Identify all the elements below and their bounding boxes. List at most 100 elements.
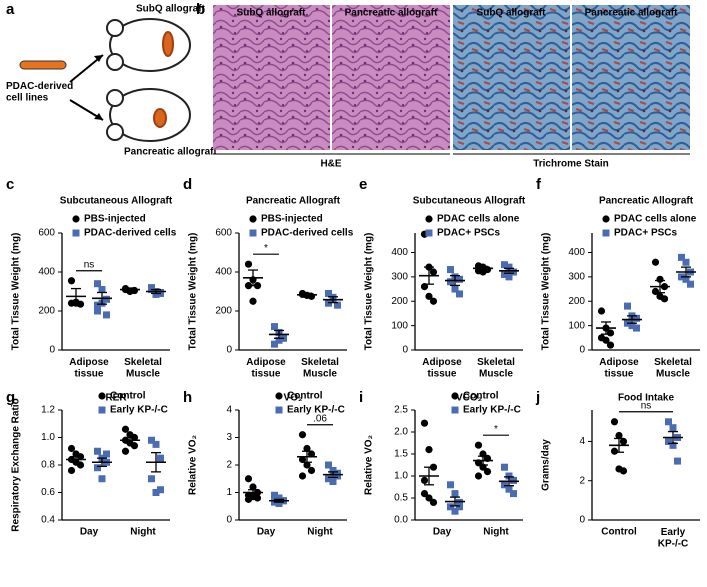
point — [633, 324, 640, 332]
source-label: PDAC-derived cell lines — [6, 81, 73, 104]
mouse-top — [106, 18, 191, 72]
point — [76, 461, 85, 469]
top-label: SubQ allograft — [136, 4, 206, 15]
point — [602, 336, 610, 344]
x-tick-label: Day — [80, 527, 99, 538]
point — [505, 273, 513, 281]
point — [157, 454, 164, 462]
x-tick-label: Adipose tissue — [69, 357, 109, 380]
chart-title: RER — [105, 393, 127, 404]
image-header: SubQ allograft — [477, 8, 547, 19]
point — [152, 290, 160, 298]
point — [249, 297, 257, 305]
point — [610, 418, 619, 426]
legend-marker — [98, 392, 106, 400]
y-tick-label: 0.5 — [394, 493, 408, 504]
significance-label: .06 — [313, 413, 327, 424]
point — [447, 266, 454, 274]
chart: i VCO₂ Relative VO₂ 0.0 0.5 1.0 1.5 2.0 2.5 Day Ni… — [359, 389, 523, 538]
panel-label: a — [6, 1, 15, 18]
point — [98, 475, 106, 483]
point — [510, 476, 517, 484]
legend-marker — [249, 215, 257, 223]
y-tick-label: 600 — [215, 228, 232, 239]
point — [610, 447, 619, 455]
point — [244, 260, 253, 268]
legend-label: PDAC-derived cells — [261, 228, 354, 239]
y-tick-label: 200 — [391, 296, 408, 307]
chart-title: Subcutaneous Allograft — [413, 196, 526, 207]
image — [453, 5, 570, 150]
point — [420, 419, 429, 427]
x-tick-label: Early KP-/-C — [658, 527, 689, 550]
x-tick-label: Skeletal Muscle — [301, 357, 339, 380]
x-tick-label: Control — [601, 527, 637, 538]
panel-a: a SubQ allograft PDAC-derived cell lines … — [6, 1, 217, 158]
legend-label: PDAC+ PSCs — [437, 228, 501, 239]
point — [329, 478, 337, 485]
point — [429, 297, 438, 305]
y-tick-label: 0 — [49, 345, 55, 356]
point — [505, 263, 513, 271]
point — [669, 424, 677, 432]
legend-marker — [425, 215, 433, 223]
point — [244, 475, 253, 483]
point — [307, 466, 316, 475]
point — [665, 437, 672, 445]
y-tick-label: 0 — [226, 345, 232, 356]
point — [447, 278, 454, 286]
point — [94, 447, 101, 455]
y-tick-label: 2.5 — [394, 405, 408, 416]
legend-marker — [275, 392, 283, 400]
point — [121, 425, 130, 433]
panel-label: b — [196, 1, 205, 18]
y-tick-label: 2.0 — [394, 427, 408, 438]
point — [329, 467, 337, 474]
y-tick-label: 4 — [226, 405, 232, 416]
x-tick-label: Adipose tissue — [246, 357, 286, 380]
y-tick-label: 0.8 — [41, 460, 55, 471]
point — [244, 495, 253, 503]
point — [420, 476, 429, 484]
y-axis-label: Relative VO₂ — [364, 435, 375, 495]
point — [152, 440, 160, 448]
point — [94, 280, 101, 288]
image — [572, 5, 690, 150]
y-tick-label: 4 — [579, 436, 585, 447]
chart: g RER Respiratory Exchange Ratio 0.4 0.6 0.8 1… — [6, 389, 170, 538]
y-tick-label: 300 — [391, 272, 408, 283]
legend-marker — [602, 229, 610, 237]
y-tick-label: 0.0 — [394, 515, 408, 526]
point — [669, 441, 677, 449]
point — [501, 481, 508, 489]
point — [501, 463, 508, 471]
chart-title: VO₂ — [284, 393, 303, 404]
point — [298, 455, 307, 464]
point — [271, 340, 278, 348]
x-tick-label: Skeletal Muscle — [477, 357, 515, 380]
chart-title: Pancreatic Allograft — [246, 196, 341, 207]
point — [606, 329, 615, 337]
y-tick-label: 200 — [38, 306, 55, 317]
point — [157, 288, 164, 296]
point — [420, 490, 429, 498]
panel-label: j — [535, 389, 540, 406]
image — [332, 5, 450, 150]
y-axis-label: Respiratory Exchange Ratio — [11, 398, 22, 531]
point — [298, 431, 307, 439]
y-tick-label: 400 — [391, 247, 408, 258]
y-tick-label: 1.0 — [41, 432, 55, 443]
point — [303, 444, 311, 453]
panel-label: e — [359, 176, 367, 193]
x-tick-label: Adipose tissue — [422, 357, 462, 380]
point — [275, 500, 283, 507]
y-tick-label: 400 — [215, 267, 232, 278]
point — [597, 307, 606, 315]
x-tick-label: Day — [257, 527, 276, 538]
point — [456, 290, 463, 298]
point — [148, 475, 155, 483]
panel-b: b SubQ allograft Pancreatic allograft Su… — [196, 1, 690, 170]
y-axis-label: Grams/day — [541, 439, 552, 491]
panel-label: i — [359, 389, 363, 406]
y-tick-label: 1 — [226, 487, 232, 498]
